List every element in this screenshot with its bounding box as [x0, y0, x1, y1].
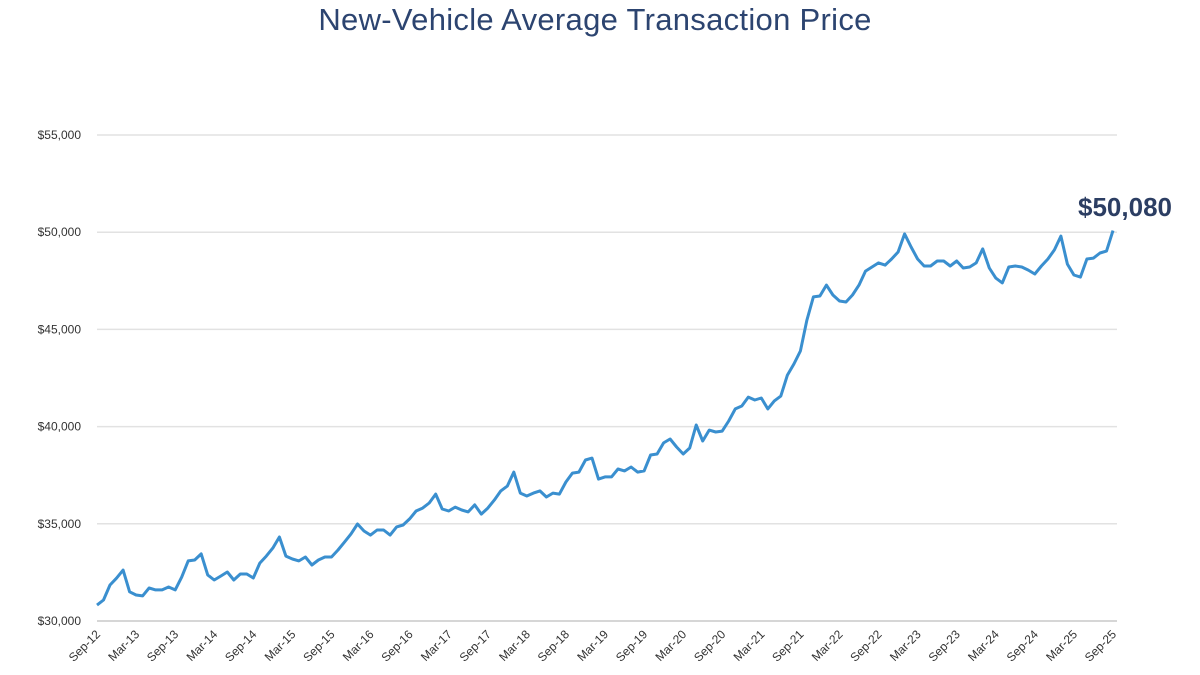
x-tick-label: Sep-14 — [222, 627, 259, 664]
x-tick-label: Sep-24 — [1004, 627, 1041, 664]
y-tick-label: $45,000 — [38, 322, 82, 336]
x-tick-label: Mar-25 — [1043, 627, 1080, 664]
last-value-label: $50,080 — [1078, 192, 1172, 222]
x-tick-label: Sep-19 — [613, 627, 650, 664]
y-tick-label: $40,000 — [38, 420, 82, 434]
x-tick-label: Sep-13 — [144, 627, 181, 664]
x-tick-label: Sep-15 — [300, 627, 337, 664]
x-tick-label: Sep-21 — [769, 627, 806, 664]
x-tick-label: Sep-18 — [535, 627, 572, 664]
y-tick-label: $30,000 — [38, 614, 82, 628]
x-tick-label: Mar-21 — [731, 627, 768, 664]
y-tick-label: $55,000 — [38, 128, 82, 142]
x-tick-label: Sep-22 — [847, 627, 884, 664]
x-tick-label: Mar-24 — [965, 627, 1002, 664]
x-tick-label: Mar-22 — [809, 627, 846, 664]
x-tick-label: Mar-20 — [652, 627, 689, 664]
x-tick-label: Sep-17 — [457, 627, 494, 664]
x-tick-label: Mar-19 — [574, 627, 611, 664]
x-tick-label: Sep-16 — [378, 627, 415, 664]
x-tick-label: Mar-23 — [887, 627, 924, 664]
series-line — [96, 230, 1115, 607]
x-tick-label: Mar-18 — [496, 627, 533, 664]
x-tick-label: Mar-14 — [184, 627, 221, 664]
x-tick-label: Mar-15 — [262, 627, 299, 664]
y-tick-label: $50,000 — [38, 225, 82, 239]
x-tick-label: Mar-17 — [418, 627, 455, 664]
x-tick-label: Sep-12 — [66, 627, 103, 664]
chart-title: New-Vehicle Average Transaction Price — [318, 2, 872, 37]
x-tick-label: Sep-23 — [926, 627, 963, 664]
x-tick-label: Sep-20 — [691, 627, 728, 664]
y-tick-label: $35,000 — [38, 517, 82, 531]
x-tick-label: Mar-13 — [105, 627, 142, 664]
x-tick-label: Sep-25 — [1082, 627, 1119, 664]
x-tick-label: Mar-16 — [340, 627, 377, 664]
